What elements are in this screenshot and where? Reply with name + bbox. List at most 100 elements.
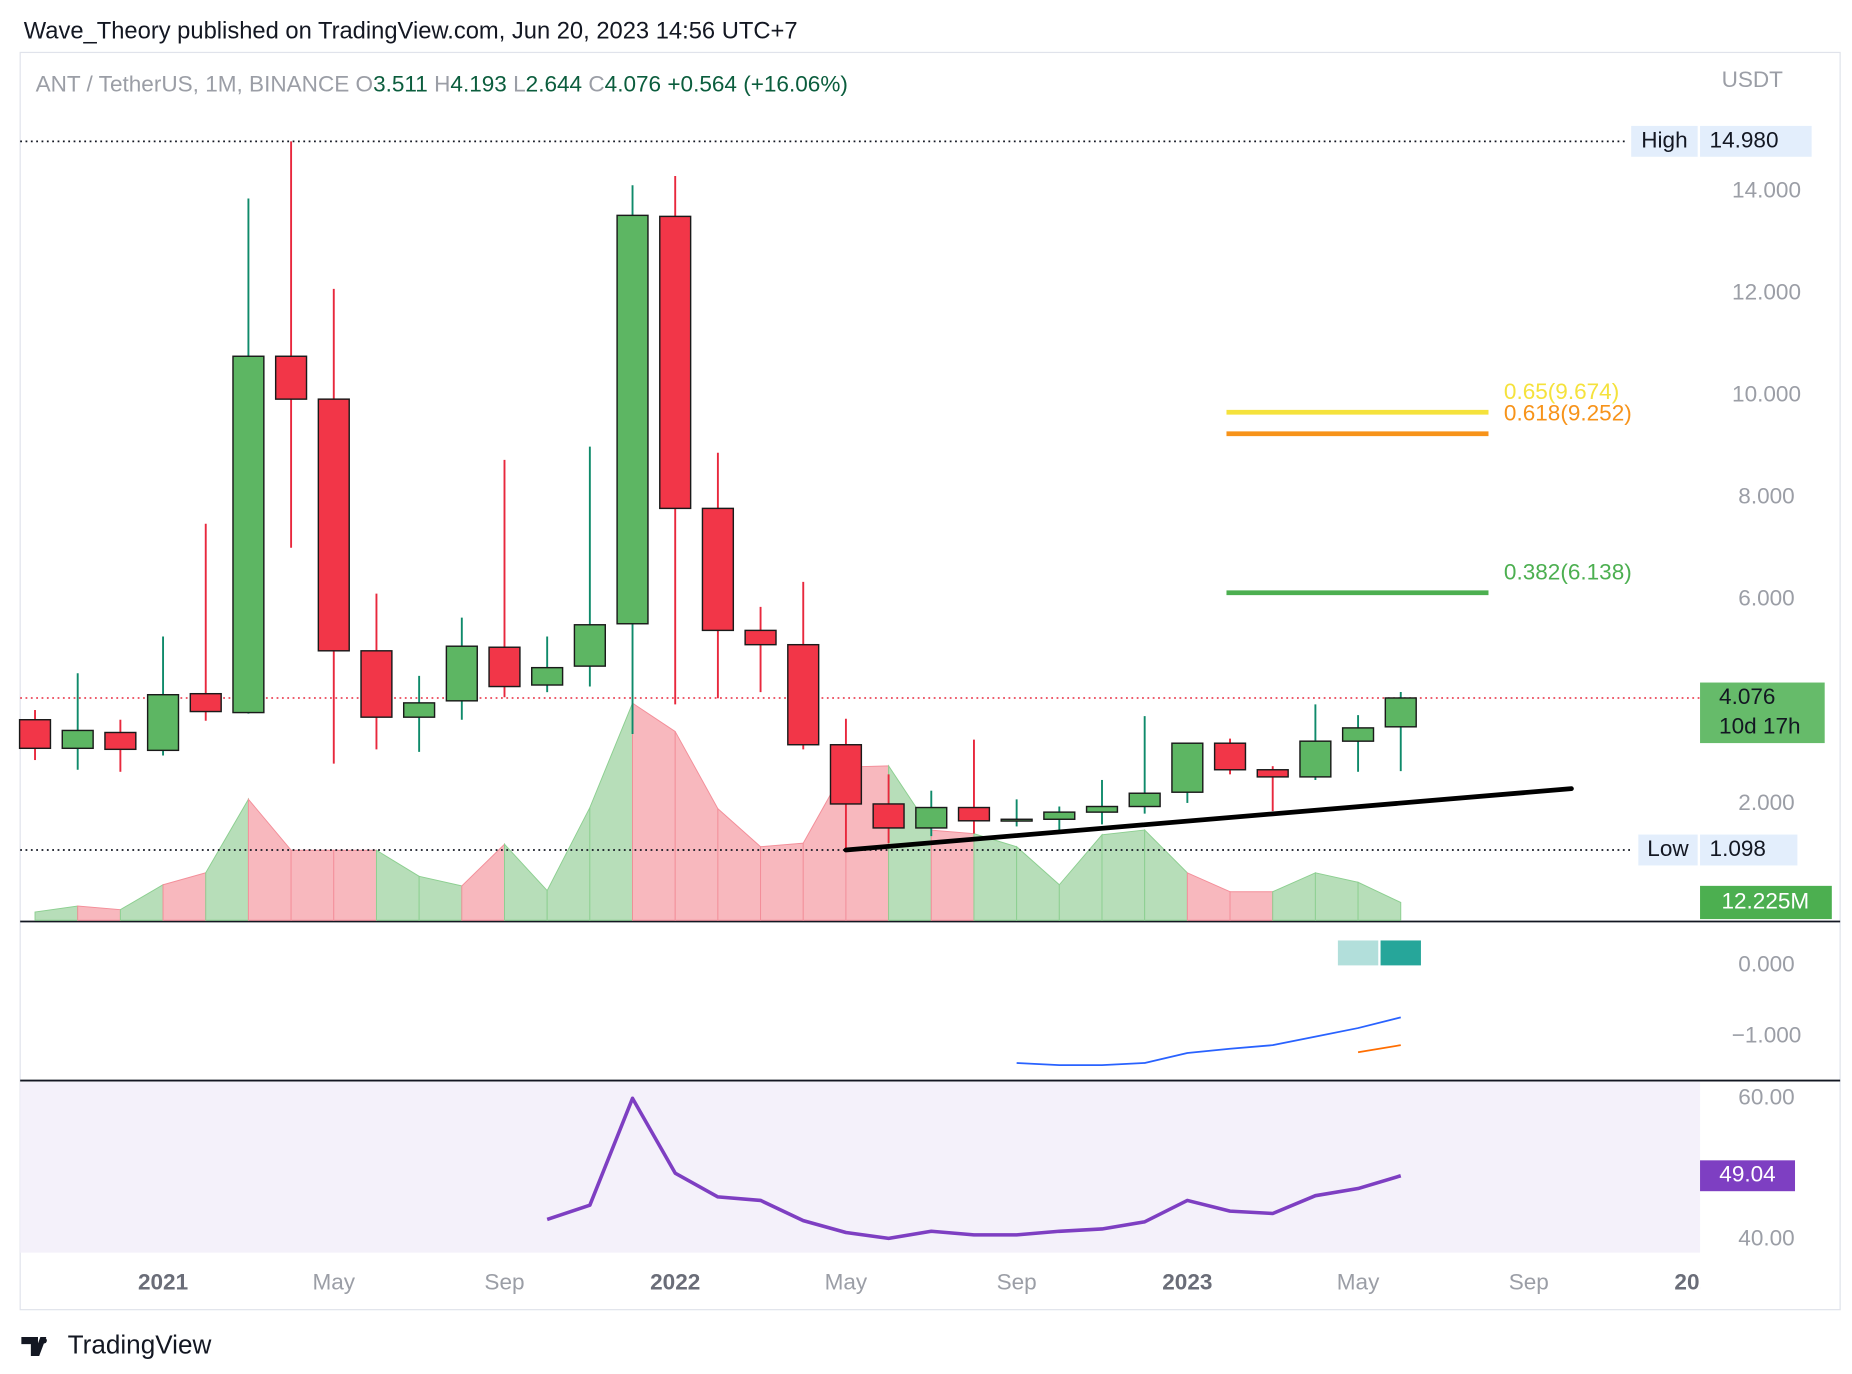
logo-dot: [40, 1337, 47, 1344]
y-tick-label: 2.000: [1738, 790, 1794, 815]
volume-label: 12.225M: [1721, 888, 1809, 913]
volume-area: [77, 905, 121, 921]
price-unit: USDT: [1722, 67, 1784, 92]
candle-body: [445, 645, 478, 702]
volume-area: [418, 875, 463, 921]
x-tick-label: 2021: [138, 1270, 188, 1295]
tradingview-logo: TradingView: [21, 1329, 211, 1359]
macd-line: [1016, 1016, 1401, 1066]
volume-area: [1144, 828, 1188, 921]
candle-body: [659, 215, 692, 510]
chart-frame: [19, 51, 1841, 1311]
last-price-box: [1700, 682, 1825, 744]
rsi-line: [546, 1096, 1402, 1241]
candle-body: [274, 355, 308, 400]
legend-field-value: 4.193: [450, 72, 506, 97]
fib-level-label: 0.618(9.252): [1504, 401, 1632, 426]
trendline: [843, 786, 1574, 853]
rsi-label: 49.04: [1719, 1162, 1775, 1187]
y-tick-label: 14.000: [1732, 177, 1801, 202]
extreme-name-box: [1631, 125, 1698, 157]
x-tick-label: May: [825, 1270, 868, 1295]
candle-body: [957, 806, 991, 822]
legend-field-name: H: [434, 72, 450, 97]
candle-body: [1128, 792, 1161, 808]
rsi-tick-label: 60.00: [1738, 1084, 1794, 1109]
x-axis: 2021 May Sep 2022 May Sep 2023 May Sep 2024: [138, 1270, 1725, 1295]
volume-area: [1314, 872, 1359, 921]
candle-body: [1043, 811, 1076, 820]
candle-body: [744, 629, 777, 646]
candle-body: [488, 646, 521, 688]
y-tick-label: 10.000: [1732, 382, 1801, 407]
candle-body: [531, 666, 564, 686]
x-tick-label: Sep: [484, 1270, 524, 1295]
last-price-label: 4.076: [1719, 684, 1775, 709]
macd-histogram-bar: [1380, 940, 1421, 966]
logo-mark: [21, 1336, 47, 1356]
macd-tick-label: −1.000: [1732, 1023, 1802, 1048]
candle-body: [1299, 740, 1332, 778]
extreme-value: 14.980: [1710, 127, 1779, 152]
candle-body: [146, 693, 180, 752]
extreme-name: Low: [1647, 836, 1689, 861]
candle-body: [189, 692, 222, 713]
candle-body: [104, 731, 137, 751]
candle-body: [829, 744, 863, 805]
extreme-value-box: [1700, 834, 1798, 866]
publisher-header: Wave_Theory published on TradingView.com…: [24, 19, 798, 45]
legend-change: +0.564: [667, 72, 737, 97]
extreme-value-box: [1700, 125, 1812, 157]
volume-area: [205, 797, 249, 921]
extreme-value: 1.098: [1710, 836, 1766, 861]
fib-level-label: 0.382(6.138): [1504, 560, 1632, 585]
fib-level-label: 0.65(9.674): [1504, 379, 1619, 404]
legend-field-name: L: [513, 72, 526, 97]
legend-field-value: 3.511: [373, 72, 428, 97]
x-tick-label: 2024: [1674, 1270, 1725, 1295]
volume-area: [589, 702, 634, 921]
y-tick-label: 8.000: [1738, 484, 1794, 509]
volume-area: [1357, 881, 1402, 921]
volume-label-box: [1700, 885, 1832, 920]
candle-body: [360, 650, 393, 718]
rsi-pane-background: [20, 1081, 1701, 1253]
x-tick-label: May: [1337, 1270, 1380, 1295]
candle-body: [1256, 769, 1289, 778]
volume-area: [1016, 845, 1060, 921]
y-tick-label: 6.000: [1738, 586, 1794, 611]
legend: ANT / TetherUS, 1M, BINANCE O3.511 H4.19…: [36, 72, 848, 97]
candle-body: [872, 803, 905, 829]
extreme-name-box: [1638, 834, 1698, 866]
legend-field-value: 2.644: [526, 72, 582, 97]
rsi-label-box: [1700, 1160, 1796, 1192]
volume-area: [461, 843, 505, 921]
legend-field-name: O: [356, 72, 374, 97]
volume-area: [34, 905, 79, 921]
candle-body: [787, 643, 820, 746]
legend-field-value: 4.076: [605, 72, 661, 97]
volume-area: [247, 797, 292, 921]
volume-area: [162, 872, 207, 921]
candle-body: [18, 719, 52, 750]
candle-body: [317, 398, 350, 652]
legend-change-pct: (+16.06%): [743, 72, 848, 97]
volume-area: [1058, 833, 1103, 921]
candle-body: [232, 355, 265, 714]
volume-area: [1186, 872, 1231, 921]
volume-area: [1101, 829, 1146, 921]
volume-area: [546, 807, 591, 921]
volume-area: [717, 807, 762, 921]
volume-area: [119, 883, 164, 921]
x-tick-label: Sep: [1509, 1270, 1549, 1295]
volume-area: [1272, 872, 1316, 921]
volume-area: [333, 849, 377, 921]
volume-area: [375, 849, 420, 921]
x-tick-label: Sep: [997, 1270, 1037, 1295]
x-tick-label: 2023: [1162, 1270, 1212, 1295]
bar-countdown: 10d 17h: [1719, 714, 1801, 739]
extreme-name: High: [1641, 127, 1687, 152]
x-tick-label: May: [312, 1270, 355, 1295]
candle-body: [701, 507, 735, 632]
